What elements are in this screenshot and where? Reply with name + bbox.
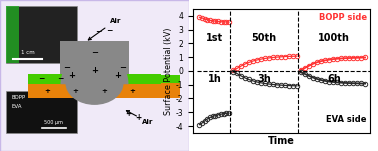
- Text: +: +: [44, 88, 50, 94]
- Text: −: −: [95, 27, 101, 36]
- FancyBboxPatch shape: [28, 74, 161, 84]
- Text: −: −: [57, 74, 64, 83]
- Text: +: +: [129, 88, 135, 94]
- Text: −: −: [107, 26, 113, 35]
- Text: 100th: 100th: [318, 34, 350, 43]
- FancyBboxPatch shape: [6, 91, 77, 133]
- Text: Air: Air: [126, 111, 153, 125]
- Ellipse shape: [66, 62, 123, 104]
- Text: −: −: [39, 74, 45, 83]
- Text: −: −: [91, 48, 98, 57]
- Text: +: +: [135, 113, 141, 122]
- Polygon shape: [60, 51, 129, 84]
- Text: 3h: 3h: [257, 74, 271, 84]
- Text: +: +: [91, 66, 98, 76]
- Text: 1 cm: 1 cm: [20, 50, 34, 55]
- Text: 1st: 1st: [206, 34, 223, 43]
- FancyBboxPatch shape: [28, 75, 81, 83]
- X-axis label: Time: Time: [268, 136, 295, 146]
- Text: −: −: [63, 63, 70, 72]
- FancyBboxPatch shape: [6, 6, 19, 63]
- Text: Air: Air: [88, 18, 121, 40]
- Text: +: +: [68, 71, 75, 80]
- Text: +: +: [101, 88, 107, 94]
- Text: +: +: [73, 88, 79, 94]
- FancyBboxPatch shape: [0, 0, 189, 151]
- Text: 50th: 50th: [252, 34, 277, 43]
- FancyBboxPatch shape: [60, 41, 129, 83]
- Text: 1h: 1h: [208, 74, 222, 84]
- Text: −: −: [119, 63, 126, 72]
- Text: EVA: EVA: [11, 104, 22, 109]
- Y-axis label: Surface Potential (kV): Surface Potential (kV): [164, 27, 173, 115]
- Text: BOPP: BOPP: [11, 95, 26, 100]
- Text: 500 μm: 500 μm: [45, 120, 63, 125]
- FancyBboxPatch shape: [6, 6, 77, 63]
- Text: BOPP side: BOPP side: [319, 13, 367, 22]
- FancyBboxPatch shape: [108, 75, 180, 83]
- Text: 6h: 6h: [327, 74, 341, 84]
- Text: +: +: [125, 109, 132, 118]
- Text: +: +: [114, 71, 121, 80]
- Text: EVA side: EVA side: [326, 115, 367, 124]
- FancyBboxPatch shape: [28, 83, 180, 98]
